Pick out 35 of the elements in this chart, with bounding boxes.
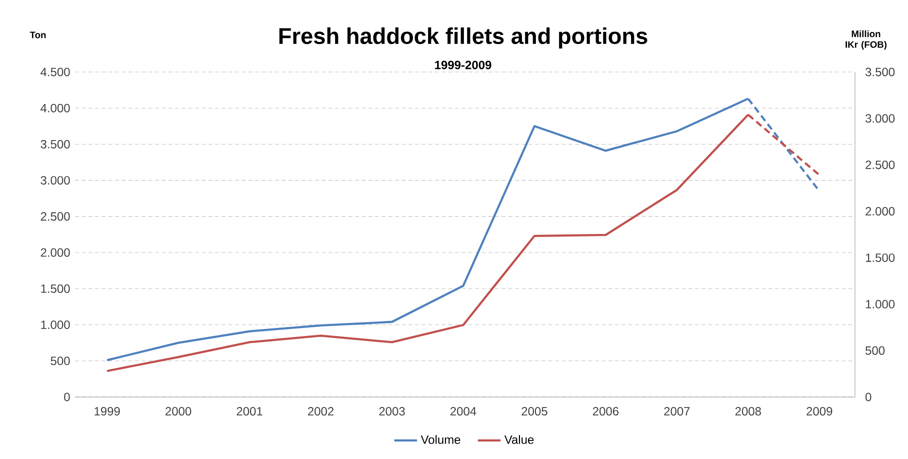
y2-tick-label: 1.500 bbox=[866, 253, 895, 262]
x-tick-label: 2002 bbox=[308, 407, 334, 416]
y2-tick-label: 0 bbox=[866, 392, 872, 402]
y2-axis-title: Million IKr (FOB) bbox=[846, 30, 887, 50]
y-axis-title: Ton bbox=[30, 32, 46, 38]
x-tick-label: 2000 bbox=[166, 407, 192, 416]
y2-tick-label: 1.000 bbox=[866, 300, 895, 308]
y-tick-label: 2.000 bbox=[40, 248, 70, 257]
legend-label: Value bbox=[504, 435, 534, 444]
y-tick-label: 3.500 bbox=[40, 140, 70, 148]
y-tick-label: 4.500 bbox=[40, 68, 70, 76]
y-tick-label: 1.500 bbox=[41, 284, 70, 293]
y-tick-label: 500 bbox=[50, 356, 70, 366]
x-tick-label: 2001 bbox=[236, 407, 262, 416]
x-tick-label: 2004 bbox=[450, 407, 476, 416]
x-tick-label: 2003 bbox=[379, 407, 405, 416]
y-tick-label: 0 bbox=[64, 392, 70, 402]
legend-label: Volume bbox=[420, 435, 460, 444]
y2-tick-label: 500 bbox=[866, 346, 885, 355]
x-tick-label: 1999 bbox=[94, 407, 120, 416]
y2-tick-label: 3.500 bbox=[866, 68, 895, 76]
chart-subtitle: 1999-2009 bbox=[435, 60, 492, 70]
x-tick-label: 2006 bbox=[592, 407, 618, 416]
y-tick-label: 1.000 bbox=[41, 320, 70, 330]
y2-tick-label: 2.000 bbox=[866, 207, 895, 216]
y-tick-label: 4.000 bbox=[40, 104, 70, 112]
y2-tick-label: 2.500 bbox=[866, 160, 895, 170]
x-tick-label: 2008 bbox=[735, 407, 761, 416]
chart-title: Fresh haddock fillets and portions bbox=[279, 27, 648, 49]
y-tick-label: 2.500 bbox=[40, 212, 70, 221]
x-tick-label: 2005 bbox=[522, 407, 548, 416]
x-tick-label: 2009 bbox=[806, 407, 832, 416]
y2-tick-label: 3.000 bbox=[866, 114, 895, 123]
y-tick-label: 3.000 bbox=[40, 176, 70, 185]
x-tick-label: 2007 bbox=[664, 407, 690, 416]
